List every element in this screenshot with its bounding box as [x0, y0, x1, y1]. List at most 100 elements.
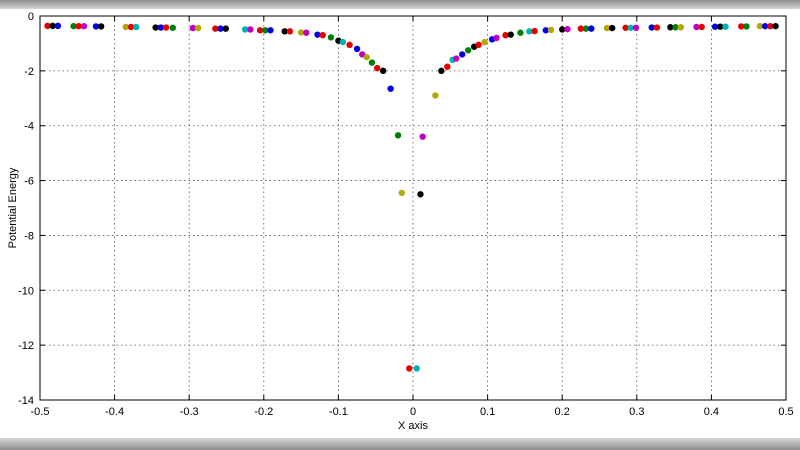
data-point — [542, 27, 549, 34]
data-point — [262, 27, 269, 34]
x-tick-label: 0.1 — [480, 406, 495, 418]
data-point — [353, 45, 361, 53]
data-point — [379, 67, 387, 75]
data-point — [577, 25, 585, 32]
data-point — [127, 23, 135, 31]
x-axis-label: X axis — [398, 420, 428, 432]
data-point — [303, 29, 310, 36]
data-point — [653, 24, 661, 31]
data-point — [133, 23, 140, 31]
data-point — [157, 24, 165, 31]
data-point — [531, 27, 538, 35]
data-point — [92, 23, 100, 30]
data-point — [432, 92, 439, 99]
y-tick-label: -8 — [24, 230, 34, 242]
data-point — [648, 24, 655, 31]
data-point — [44, 22, 51, 30]
data-point — [693, 23, 700, 31]
data-point — [162, 24, 170, 31]
data-point — [368, 59, 376, 66]
data-point — [387, 85, 394, 92]
x-tick-label: 0.3 — [629, 406, 644, 418]
y-axis-label: Potential Energy — [7, 167, 19, 249]
y-tick-label: 0 — [28, 11, 34, 23]
data-point — [711, 23, 719, 30]
data-point — [517, 29, 524, 36]
data-point — [761, 22, 769, 30]
data-point — [286, 28, 294, 35]
x-tick-label: -0.3 — [180, 406, 199, 418]
data-point — [122, 23, 129, 31]
data-point — [493, 34, 500, 42]
data-point — [267, 27, 274, 34]
data-point — [459, 51, 466, 58]
data-point — [564, 25, 571, 33]
data-point — [339, 38, 347, 46]
data-point — [212, 25, 219, 32]
data-point — [189, 24, 197, 32]
data-point — [417, 191, 424, 198]
data-point — [582, 25, 590, 32]
x-tick-label: -0.4 — [105, 406, 124, 418]
data-point — [419, 133, 426, 140]
data-point — [222, 25, 229, 32]
data-point — [507, 31, 514, 38]
data-point — [603, 24, 611, 32]
data-point — [622, 24, 629, 31]
axes-box — [39, 15, 787, 401]
data-point — [453, 55, 460, 62]
data-point — [217, 25, 224, 32]
data-point — [169, 24, 176, 31]
data-point — [465, 47, 472, 54]
x-tick-label: 0 — [410, 406, 416, 418]
top-letterbox-bar — [0, 0, 800, 9]
data-point — [502, 32, 509, 39]
data-point — [398, 189, 406, 197]
data-point — [717, 23, 724, 30]
y-tick-label: -6 — [24, 176, 34, 188]
data-point — [327, 34, 335, 41]
data-point — [438, 67, 445, 75]
data-point — [363, 53, 370, 61]
data-point — [194, 24, 202, 32]
data-point — [247, 26, 254, 33]
data-point — [738, 23, 745, 30]
data-point — [152, 24, 159, 31]
data-point — [54, 22, 62, 30]
data-point — [559, 26, 566, 33]
data-point — [627, 24, 635, 31]
x-tick-label: 0.2 — [555, 406, 570, 418]
data-point — [394, 132, 402, 139]
data-point — [241, 26, 249, 33]
data-point — [319, 32, 326, 39]
data-point — [444, 63, 451, 70]
data-point — [297, 29, 305, 36]
data-point — [413, 365, 420, 372]
y-tick-label: -14 — [18, 395, 34, 407]
data-point — [698, 23, 705, 31]
bottom-letterbox-bar — [0, 438, 800, 450]
data-point — [346, 41, 353, 48]
y-tick-label: -4 — [24, 121, 34, 133]
x-tick-label: -0.5 — [31, 406, 50, 418]
data-point — [373, 64, 381, 72]
data-point — [75, 22, 82, 30]
data-point — [49, 22, 56, 30]
data-point — [722, 23, 729, 30]
x-tick-label: 0.4 — [704, 406, 719, 418]
x-tick-label: -0.2 — [254, 406, 273, 418]
data-point — [80, 22, 88, 30]
data-point — [314, 31, 321, 38]
data-point — [772, 22, 779, 30]
y-tick-label: -12 — [18, 340, 34, 352]
data-point — [70, 22, 77, 30]
data-point — [526, 28, 533, 35]
x-tick-label: -0.1 — [329, 406, 348, 418]
data-point — [672, 24, 679, 31]
x-tick-label: 0.5 — [778, 406, 793, 418]
data-point — [667, 24, 674, 31]
data-point — [475, 41, 482, 48]
data-point — [756, 22, 764, 30]
